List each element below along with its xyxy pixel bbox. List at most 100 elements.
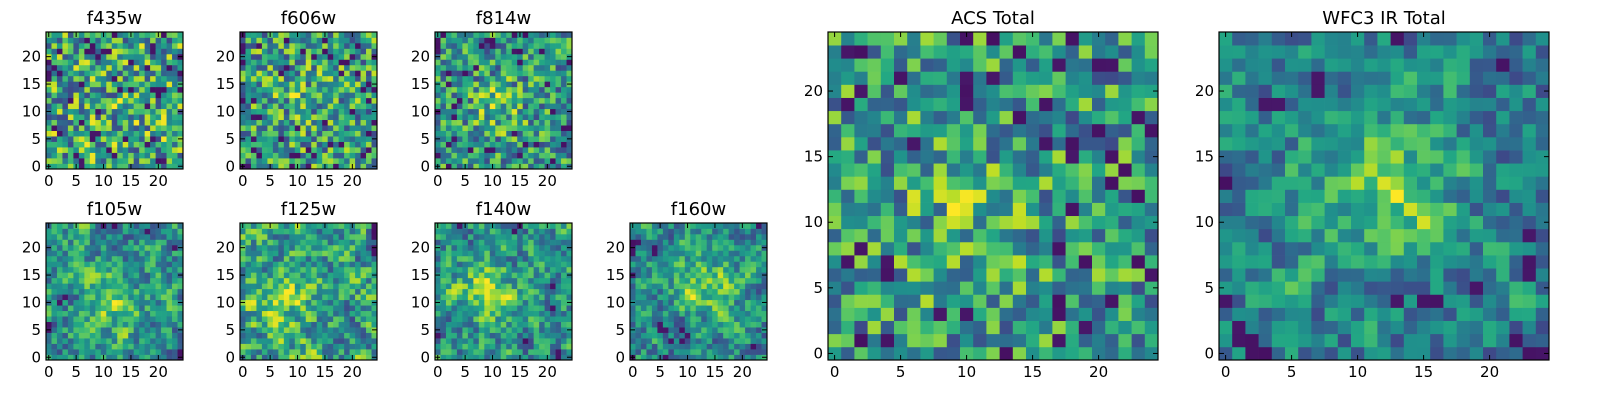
heatmap-cell: [841, 202, 855, 217]
heatmap-cell: [300, 244, 307, 251]
heatmap-cell: [349, 97, 356, 104]
heatmap-cell: [701, 233, 708, 240]
heatmap-cell: [360, 244, 367, 251]
heatmap-cell: [511, 86, 518, 93]
heatmap-cell: [294, 108, 301, 115]
heatmap-cell: [456, 223, 463, 229]
heatmap-cell: [316, 327, 323, 333]
heatmap-cell: [122, 349, 129, 355]
heatmap-cell: [456, 321, 463, 328]
heatmap-cell: [344, 81, 350, 88]
heatmap-cell: [344, 136, 350, 142]
heatmap-cell: [728, 327, 735, 333]
heatmap-cell: [712, 233, 719, 240]
heatmap-cell: [440, 349, 447, 355]
heatmap-cell: [635, 283, 642, 290]
heatmap-cell: [484, 261, 491, 268]
heatmap-cell: [880, 294, 895, 308]
heatmap-cell: [880, 163, 895, 177]
heatmap-cell: [517, 343, 524, 350]
heatmap-cell: [250, 141, 257, 148]
heatmap-cell: [95, 228, 102, 235]
heatmap-cell: [106, 294, 113, 301]
heatmap-cell: [161, 283, 167, 290]
heatmap-cell: [679, 277, 686, 284]
x-tick-label: 5: [460, 172, 470, 190]
heatmap-cell: [278, 233, 285, 240]
heatmap-cell: [462, 48, 469, 55]
heatmap-cell: [161, 250, 167, 257]
heatmap-cell: [717, 266, 724, 273]
heatmap-cell: [973, 268, 987, 282]
heatmap-cell: [366, 136, 372, 142]
heatmap-cell: [462, 119, 469, 126]
heatmap-cell: [489, 75, 496, 82]
heatmap-cell: [95, 86, 102, 93]
heatmap-cell: [267, 239, 274, 246]
heatmap-cell: [451, 321, 458, 328]
heatmap-cell: [435, 59, 441, 66]
heatmap-cell: [522, 239, 529, 246]
heatmap-cell: [539, 147, 545, 153]
heatmap-cell: [344, 244, 350, 251]
heatmap-cell: [745, 261, 751, 268]
heatmap-cell: [451, 130, 458, 137]
heatmap-cell: [555, 108, 562, 115]
heatmap-cell: [150, 48, 156, 55]
heatmap-cell: [139, 343, 145, 350]
heatmap-cell: [322, 239, 329, 246]
heatmap-cell: [106, 332, 113, 339]
heatmap-cell: [106, 250, 113, 257]
heatmap-cell: [89, 158, 96, 164]
heatmap-cell: [133, 53, 140, 60]
heatmap-cell: [484, 349, 491, 355]
heatmap-cell: [267, 136, 274, 142]
heatmap-cell: [78, 92, 85, 99]
heatmap-cell: [522, 147, 529, 153]
heatmap-cell: [723, 223, 729, 229]
heatmap-cell: [522, 92, 529, 99]
heatmap-cell: [456, 158, 463, 164]
heatmap-cell: [473, 244, 480, 251]
heatmap-cell: [371, 64, 378, 71]
heatmap-cell: [841, 333, 855, 348]
heatmap-cell: [841, 268, 855, 282]
heatmap-cell: [473, 130, 480, 137]
heatmap-cell: [907, 202, 921, 217]
heatmap-cell: [289, 354, 296, 361]
heatmap-cell: [89, 343, 96, 350]
heatmap-cell: [550, 64, 556, 71]
heatmap-cell: [489, 255, 496, 262]
heatmap-cell: [750, 321, 757, 328]
heatmap-cell: [484, 277, 491, 284]
heatmap-cell: [1092, 333, 1106, 348]
heatmap-cell: [100, 108, 107, 115]
heatmap-cell: [144, 338, 151, 344]
panel-title: f814w: [476, 8, 531, 29]
heatmap-cell: [478, 294, 485, 301]
heatmap-cell: [344, 147, 350, 153]
x-tick-label: 5: [71, 172, 81, 190]
heatmap-cell: [933, 346, 948, 361]
heatmap-cell: [495, 354, 502, 361]
heatmap-cell: [250, 266, 257, 273]
heatmap-cell: [1039, 150, 1053, 164]
heatmap-cell: [322, 255, 329, 262]
heatmap-cell: [89, 310, 96, 317]
heatmap-cell: [316, 266, 323, 273]
heatmap-cell: [111, 86, 118, 93]
heatmap-cell: [250, 277, 257, 284]
heatmap-cell: [111, 228, 118, 235]
heatmap-cell: [344, 255, 350, 262]
heatmap-cell: [289, 42, 296, 49]
heatmap-cell: [371, 283, 378, 290]
heatmap-cell: [240, 75, 246, 82]
heatmap-cell: [451, 147, 458, 153]
heatmap-cell: [999, 150, 1014, 164]
heatmap-cell: [267, 244, 274, 251]
heatmap-cell: [451, 310, 458, 317]
heatmap-cell: [662, 327, 669, 333]
heatmap-cell: [668, 266, 675, 273]
heatmap-cell: [327, 316, 334, 322]
heatmap-cell: [78, 103, 85, 110]
